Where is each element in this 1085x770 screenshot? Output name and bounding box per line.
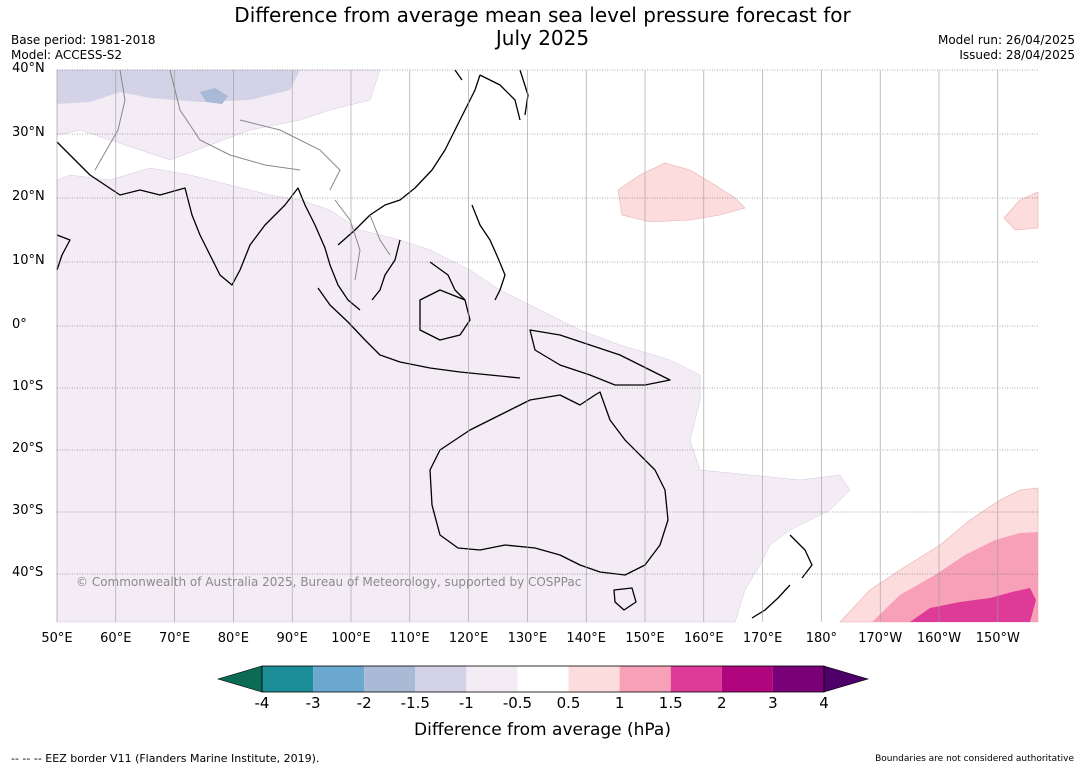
coast-borneo [419, 289, 471, 341]
lon-label: 180° [805, 631, 838, 646]
colorbar-tick-label: 1 [614, 694, 625, 712]
colorbar-tick-label: -3 [305, 694, 321, 712]
colorbar-tick-label: 2 [717, 694, 727, 712]
anomaly-region-pos-nwpac [617, 162, 746, 223]
colorbar-bin [415, 666, 467, 692]
lat-label: 40°N [12, 61, 45, 76]
lon-label: 80°E [217, 631, 250, 646]
lat-label: 20°S [12, 441, 44, 456]
lat-label: 10°N [12, 253, 45, 268]
lat-label: 20°N [12, 189, 45, 204]
lon-label: 130°E [507, 631, 548, 646]
colorbar-tick-label: -4 [254, 694, 270, 712]
base-period-text: Base period: 1981-2018 [11, 33, 156, 47]
lon-label: 120°E [448, 631, 489, 646]
lon-label: 160°W [916, 631, 962, 646]
model-run-text: Model run: 26/04/2025 [937, 33, 1075, 47]
title-line-2: July 2025 [495, 26, 590, 50]
lon-label: 170°E [742, 631, 783, 646]
colorbar-bin [568, 666, 620, 692]
coast-sumatra-java [317, 287, 521, 379]
anomaly-region-neg-strong [200, 88, 228, 104]
eez-note: -- -- -- EEZ border V11 (Flanders Marine… [11, 752, 320, 765]
lat-label: 10°S [12, 379, 44, 394]
colorbar-bin [517, 666, 569, 692]
issued-text: Issued: 28/04/2025 [959, 48, 1075, 62]
title-line-1: Difference from average mean sea level p… [234, 3, 851, 27]
coast-africa-horn [56, 234, 71, 271]
boundaries-disclaimer: Boundaries are not considered authoritat… [875, 754, 1074, 764]
lon-label: 170°W [858, 631, 903, 646]
coast-tasmania [613, 587, 637, 611]
coast-china-japan [454, 69, 529, 121]
colorbar-tick-label: -2 [356, 694, 372, 712]
lat-label: 30°S [12, 503, 44, 518]
lon-label: 70°E [158, 631, 191, 646]
colorbar-tick-label: -0.5 [502, 694, 533, 712]
lon-label: 100°E [331, 631, 371, 646]
colorbar-bin [364, 666, 416, 692]
colorbar-tick-label: 3 [768, 694, 778, 712]
lon-label: 50°E [41, 631, 73, 646]
lon-label: 150°E [625, 631, 665, 646]
borders [94, 69, 391, 281]
colorbar-outline [261, 665, 825, 693]
lat-label: 40°S [12, 565, 44, 580]
colorbar-bin [262, 666, 314, 692]
anomaly-layer [56, 69, 1039, 623]
coast-arabia-india [56, 141, 361, 311]
lon-label: 150°W [975, 631, 1020, 646]
colorbar-title: Difference from average (hPa) [414, 720, 671, 740]
colorbar-bin [772, 666, 824, 692]
coastlines [56, 69, 813, 619]
anomaly-region-neg-mid [57, 70, 300, 104]
colorbar-bin [670, 666, 722, 692]
anomaly-region-pos-strong [910, 588, 1036, 622]
colorbar-tick-label: 4 [819, 694, 829, 712]
colorbar-bin [721, 666, 773, 692]
copyright-text: © Commonwealth of Australia 2025, Bureau… [76, 575, 582, 589]
model-text: Model: ACCESS-S2 [11, 48, 123, 62]
lon-label: 60°E [100, 631, 132, 646]
coast-australia [429, 391, 669, 576]
lon-label: 160°E [684, 631, 724, 646]
colorbar-bin [466, 666, 518, 692]
colorbar-tick-label: -1.5 [400, 694, 430, 712]
anomaly-region-pos-hawaii [1003, 191, 1039, 231]
lon-label: 140°E [566, 631, 606, 646]
coast-philippines [471, 204, 506, 301]
lon-label: 90°E [276, 631, 308, 646]
map-title: Difference from average mean sea level p… [0, 4, 1085, 50]
coast-new-zealand [751, 534, 813, 619]
lon-label: 110°E [390, 631, 430, 646]
colorbar-tick-label: -1 [458, 694, 474, 712]
colorbar-bin [619, 666, 671, 692]
anomaly-region-neg-light [56, 167, 851, 623]
lat-label: 30°N [12, 125, 45, 140]
colorbar-tick-label: 1.5 [658, 694, 683, 712]
colorbar-under-arrow [216, 665, 263, 693]
lat-label: 0° [12, 317, 27, 332]
coast-seasia [337, 74, 481, 301]
gridlines [56, 69, 1038, 622]
colorbar [216, 665, 870, 693]
colorbar-bin [313, 666, 365, 692]
coast-new-guinea [529, 329, 671, 386]
colorbar-tick-label: 0.5 [556, 694, 581, 712]
colorbar-over-arrow [823, 665, 870, 693]
